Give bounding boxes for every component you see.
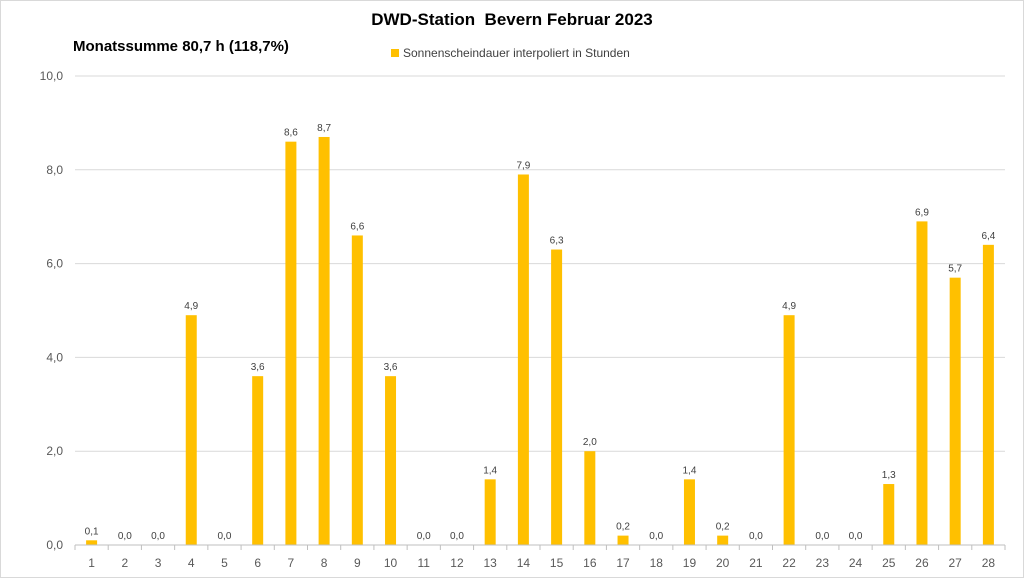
- x-tick-label: 19: [683, 556, 697, 570]
- x-tick-label: 6: [254, 556, 261, 570]
- data-label: 0,0: [849, 531, 863, 542]
- x-tick-label: 18: [650, 556, 664, 570]
- chart-title: DWD-Station Bevern Februar 2023: [371, 10, 653, 29]
- x-tick-label: 10: [384, 556, 398, 570]
- monthly-sum-label: Monatssumme 80,7 h (118,7%): [73, 38, 289, 55]
- data-label: 0,0: [749, 531, 763, 542]
- x-tick-label: 7: [288, 556, 295, 570]
- bar: [252, 376, 264, 545]
- y-tick-label: 0,0: [46, 538, 63, 552]
- x-tick-label: 17: [616, 556, 630, 570]
- bar: [385, 376, 397, 545]
- data-label: 0,2: [616, 522, 630, 533]
- x-tick-label: 15: [550, 556, 564, 570]
- x-tick-label: 4: [188, 556, 195, 570]
- bar: [617, 535, 629, 545]
- bar: [86, 540, 98, 545]
- x-tick-label: 12: [450, 556, 464, 570]
- x-tick-label: 11: [418, 556, 431, 570]
- bar: [584, 451, 596, 545]
- x-tick-label: 28: [982, 556, 996, 570]
- data-label: 0,0: [218, 531, 232, 542]
- data-label: 0,0: [118, 531, 132, 542]
- x-tick-label: 5: [221, 556, 228, 570]
- bar: [351, 235, 363, 545]
- x-tick-label: 2: [121, 556, 128, 570]
- bar: [185, 315, 197, 545]
- x-tick-label: 27: [948, 556, 962, 570]
- bar: [883, 484, 895, 545]
- x-tick-label: 9: [354, 556, 361, 570]
- x-tick-label: 26: [915, 556, 929, 570]
- x-tick-label: 25: [882, 556, 896, 570]
- data-label: 0,0: [649, 531, 663, 542]
- data-label: 2,0: [583, 437, 597, 448]
- data-label: 0,0: [450, 531, 464, 542]
- bar: [285, 141, 297, 545]
- data-label: 6,4: [981, 231, 995, 242]
- bar: [484, 479, 496, 545]
- data-label: 0,1: [85, 526, 99, 537]
- bar: [717, 535, 729, 545]
- y-tick-label: 10,0: [40, 69, 64, 83]
- y-tick-label: 6,0: [46, 257, 63, 271]
- data-label: 0,0: [151, 531, 165, 542]
- x-tick-label: 3: [155, 556, 162, 570]
- bar: [683, 479, 695, 545]
- x-tick-label: 16: [583, 556, 597, 570]
- x-tick-label: 13: [483, 556, 497, 570]
- data-label: 5,7: [948, 264, 962, 275]
- x-tick-label: 24: [849, 556, 863, 570]
- legend-swatch: [391, 49, 399, 57]
- data-label: 1,3: [882, 470, 896, 481]
- data-label: 4,9: [782, 301, 796, 312]
- legend-label: Sonnenscheindauer interpoliert in Stunde…: [403, 46, 630, 60]
- x-tick-label: 21: [749, 556, 763, 570]
- data-label: 0,2: [716, 522, 730, 533]
- data-label: 8,6: [284, 128, 298, 139]
- data-label: 6,3: [550, 236, 564, 247]
- y-tick-label: 4,0: [46, 350, 63, 364]
- y-tick-label: 8,0: [46, 163, 63, 177]
- data-label: 4,9: [184, 301, 198, 312]
- data-label: 3,6: [384, 362, 398, 373]
- data-label: 1,4: [683, 465, 697, 476]
- bar: [949, 277, 961, 545]
- data-label: 1,4: [483, 465, 497, 476]
- data-label: 0,0: [815, 531, 829, 542]
- x-tick-label: 20: [716, 556, 730, 570]
- data-label: 6,9: [915, 207, 929, 218]
- data-label: 3,6: [251, 362, 265, 373]
- x-tick-label: 1: [88, 556, 95, 570]
- bar: [517, 174, 529, 546]
- data-label: 7,9: [516, 160, 530, 171]
- x-tick-label: 22: [782, 556, 796, 570]
- x-tick-label: 23: [816, 556, 830, 570]
- data-label: 8,7: [317, 123, 331, 134]
- bar: [318, 136, 330, 545]
- bar: [982, 244, 994, 545]
- bar: [783, 315, 795, 545]
- legend: Sonnenscheindauer interpoliert in Stunde…: [391, 46, 630, 60]
- x-tick-label: 8: [321, 556, 328, 570]
- data-label: 6,6: [350, 221, 364, 232]
- y-tick-label: 2,0: [46, 444, 63, 458]
- bar: [916, 221, 928, 545]
- bar: [551, 249, 563, 545]
- data-label: 0,0: [417, 531, 431, 542]
- x-tick-label: 14: [517, 556, 531, 570]
